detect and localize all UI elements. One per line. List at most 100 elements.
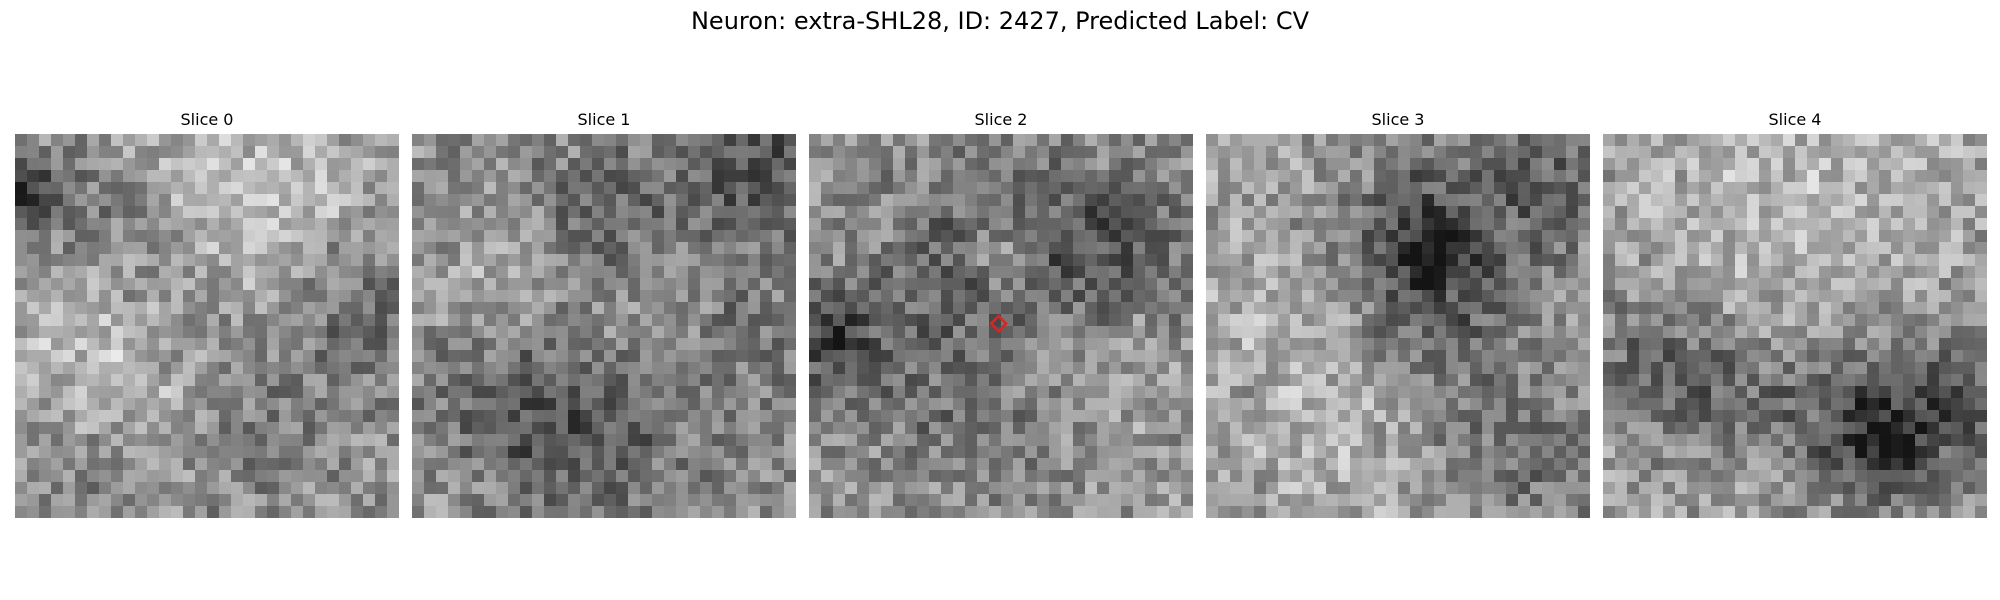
slice-pixel	[1963, 182, 1976, 195]
slice-pixel	[39, 230, 52, 243]
slice-pixel	[1037, 446, 1050, 459]
slice-pixel	[1819, 338, 1832, 351]
slice-pixel	[207, 494, 220, 507]
slice-pixel	[917, 302, 930, 315]
slice-pixel	[1831, 374, 1844, 387]
slice-pixel	[881, 470, 894, 483]
slice-pixel	[592, 470, 605, 483]
slice-pixel	[556, 350, 569, 363]
slice-pixel	[1687, 302, 1700, 315]
slice-pixel	[99, 338, 112, 351]
slice-pixel	[1819, 434, 1832, 447]
slice-pixel	[1338, 470, 1351, 483]
slice-pixel	[917, 290, 930, 303]
slice-pixel	[1121, 206, 1134, 219]
slice-pixel	[63, 338, 76, 351]
slice-pixel	[1458, 254, 1471, 267]
slice-pixel	[219, 290, 232, 303]
slice-pixel	[183, 458, 196, 471]
slice-pixel	[604, 146, 617, 159]
slice-pixel	[1963, 146, 1976, 159]
slice-pixel	[989, 266, 1002, 279]
slice-pixel	[1627, 410, 1640, 423]
slice-pixel	[1242, 146, 1255, 159]
slice-pixel	[51, 422, 64, 435]
slice-pixel	[520, 170, 533, 183]
slice-pixel	[760, 470, 773, 483]
slice-pixel	[640, 338, 653, 351]
slice-pixel	[1795, 254, 1808, 267]
slice-pixel	[279, 410, 292, 423]
slice-pixel	[1446, 446, 1459, 459]
slice-pixel	[1446, 146, 1459, 159]
slice-pixel	[1663, 194, 1676, 207]
slice-pixel	[809, 302, 822, 315]
slice-pixel	[15, 266, 28, 279]
slice-pixel	[1145, 506, 1158, 518]
slice-pixel	[1879, 290, 1892, 303]
slice-pixel	[953, 266, 966, 279]
slice-pixel	[1939, 266, 1952, 279]
slice-pixel	[1615, 446, 1628, 459]
slice-pixel	[520, 266, 533, 279]
slice-pixel	[556, 242, 569, 255]
slice-pixel	[905, 326, 918, 339]
slice-pixel	[303, 326, 316, 339]
slice-pixel	[1554, 446, 1567, 459]
slice-pixel	[436, 326, 449, 339]
slice-pixel	[1133, 230, 1146, 243]
slice-pixel	[231, 182, 244, 195]
slice-pixel	[1506, 506, 1519, 518]
slice-pixel	[1097, 290, 1110, 303]
slice-pixel	[1338, 338, 1351, 351]
slice-pixel	[1386, 314, 1399, 327]
slice-pixel	[1747, 374, 1760, 387]
slice-pixel	[99, 482, 112, 495]
slice-pixel	[1615, 302, 1628, 315]
slice-pixel	[508, 230, 521, 243]
slice-pixel	[1410, 446, 1423, 459]
slice-pixel	[1326, 218, 1339, 231]
slice-pixel	[1338, 446, 1351, 459]
slice-pixel	[676, 362, 689, 375]
slice-pixel	[1386, 398, 1399, 411]
slice-pixel	[965, 314, 978, 327]
slice-pixel	[929, 314, 942, 327]
slice-pixel	[592, 374, 605, 387]
slice-pixel	[869, 326, 882, 339]
slice-pixel	[15, 482, 28, 495]
slice-pixel	[1326, 350, 1339, 363]
slice-pixel	[1157, 458, 1170, 471]
slice-pixel	[363, 362, 376, 375]
slice-pixel	[1615, 434, 1628, 447]
slice-pixel	[255, 134, 268, 147]
slice-pixel	[953, 302, 966, 315]
slice-pixel	[99, 134, 112, 147]
slice-pixel	[1049, 470, 1062, 483]
slice-pixel	[15, 230, 28, 243]
slice-pixel	[99, 446, 112, 459]
slice-pixel	[640, 350, 653, 363]
slice-pixel	[1422, 290, 1435, 303]
slice-pixel	[1783, 362, 1796, 375]
slice-pixel	[1025, 314, 1038, 327]
slice-pixel	[809, 326, 822, 339]
slice-pixel	[700, 230, 713, 243]
slice-pixel	[1542, 326, 1555, 339]
slice-pixel	[821, 422, 834, 435]
slice-pixel	[1699, 398, 1712, 411]
slice-pixel	[989, 494, 1002, 507]
slice-pixel	[1350, 290, 1363, 303]
slice-pixel	[784, 242, 796, 255]
slice-pixel	[339, 362, 352, 375]
slice-pixel	[580, 494, 593, 507]
slice-pixel	[1422, 350, 1435, 363]
slice-pixel	[977, 422, 990, 435]
slice-pixel	[1001, 482, 1014, 495]
slice-pixel	[977, 434, 990, 447]
slice-pixel	[111, 422, 124, 435]
slice-pixel	[1927, 146, 1940, 159]
slice-pixel	[1109, 134, 1122, 147]
slice-pixel	[255, 314, 268, 327]
slice-pixel	[460, 434, 473, 447]
